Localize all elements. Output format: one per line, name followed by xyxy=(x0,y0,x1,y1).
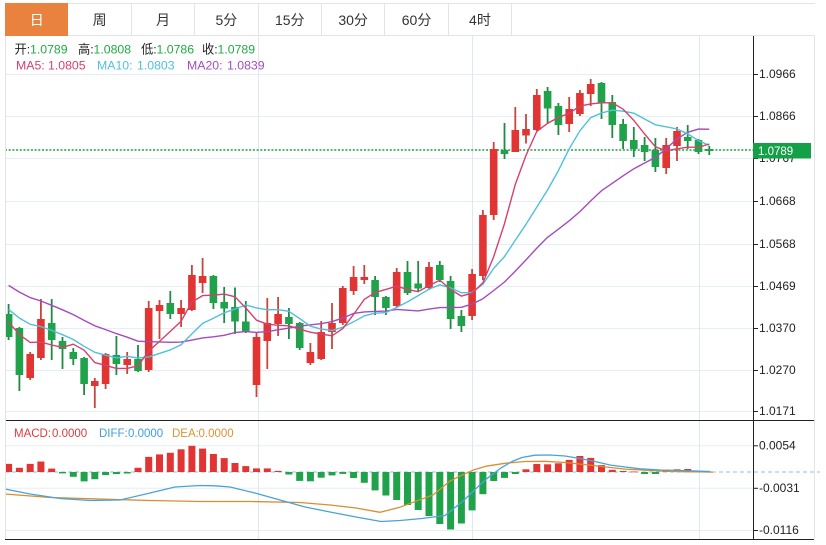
svg-text:0.0000: 0.0000 xyxy=(128,428,163,440)
svg-text:1.0789: 1.0789 xyxy=(758,146,793,158)
svg-text:1.0786: 1.0786 xyxy=(157,43,195,57)
svg-text:0.0000: 0.0000 xyxy=(199,428,234,440)
svg-text:MA10:: MA10: xyxy=(97,59,133,73)
svg-text:1.0789: 1.0789 xyxy=(218,43,256,57)
svg-text:DIFF:: DIFF: xyxy=(99,428,128,440)
svg-text:DEA:: DEA: xyxy=(172,428,199,440)
svg-text:MACD:: MACD: xyxy=(14,428,51,440)
svg-text:0.0054: 0.0054 xyxy=(759,438,796,452)
svg-text:-0.0116: -0.0116 xyxy=(759,523,799,537)
svg-text:1.0839: 1.0839 xyxy=(227,59,265,73)
svg-text:1.0966: 1.0966 xyxy=(759,67,796,81)
svg-text:1.0808: 1.0808 xyxy=(94,43,132,57)
svg-text:1.0171: 1.0171 xyxy=(759,404,796,418)
svg-text:1.0270: 1.0270 xyxy=(759,363,796,377)
svg-text:1.0805: 1.0805 xyxy=(48,59,86,73)
svg-text:-0.0031: -0.0031 xyxy=(759,481,800,495)
svg-text:1.0370: 1.0370 xyxy=(759,321,796,335)
svg-text:0.0000: 0.0000 xyxy=(52,428,87,440)
svg-text:MA5:: MA5: xyxy=(16,59,45,73)
svg-text:开:: 开: xyxy=(15,43,31,57)
svg-text:低:: 低: xyxy=(141,43,157,57)
svg-text:收:: 收: xyxy=(202,43,218,57)
svg-text:1.0469: 1.0469 xyxy=(759,279,796,293)
svg-text:1.0568: 1.0568 xyxy=(759,237,796,251)
svg-text:高:: 高: xyxy=(78,42,94,57)
svg-text:MA20:: MA20: xyxy=(187,59,223,73)
svg-text:1.0668: 1.0668 xyxy=(759,194,796,208)
svg-text:1.0789: 1.0789 xyxy=(30,43,68,57)
svg-text:1.0803: 1.0803 xyxy=(137,59,175,73)
svg-text:1.0866: 1.0866 xyxy=(759,109,796,123)
